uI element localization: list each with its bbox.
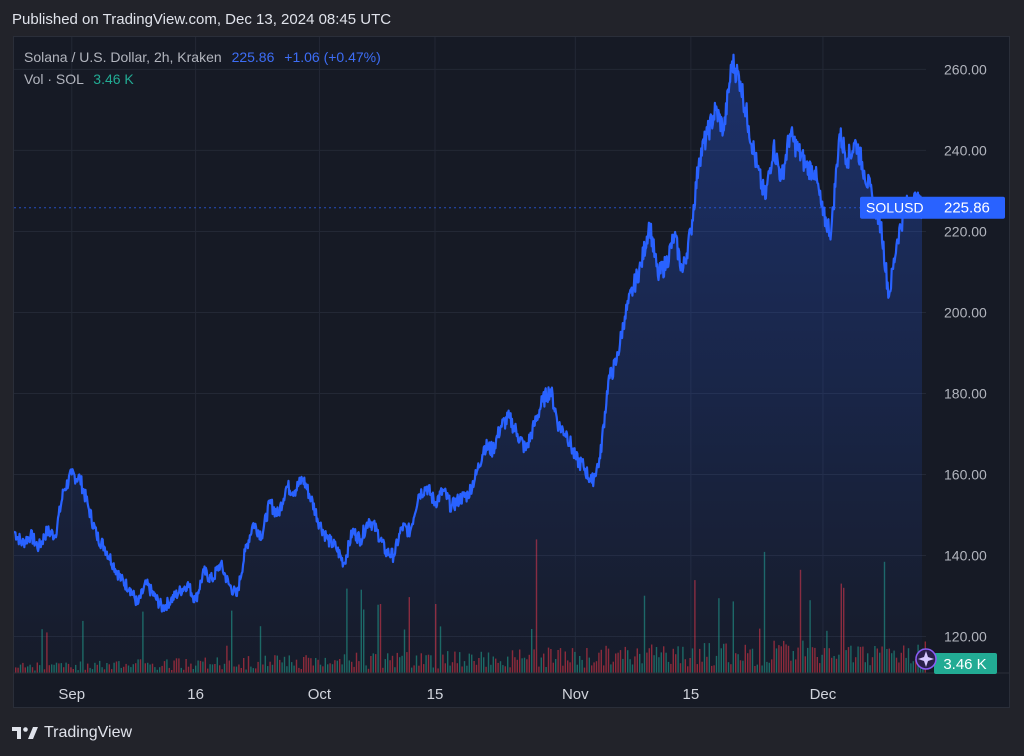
legend-volume-row: Vol · SOL 3.46 K — [24, 71, 134, 87]
legend-symbol: Solana / U.S. Dollar, 2h, Kraken — [24, 49, 222, 65]
x-axis[interactable]: Sep 16 Oct 15 Nov 15 Dec — [14, 672, 1010, 703]
last-price-value: 225.86 — [944, 200, 990, 217]
volume-tag-value: 3.46 K — [943, 656, 986, 673]
legend-volume-value: 3.46 K — [93, 71, 134, 87]
chart-panel[interactable]: 120.00 140.00 160.00 180.00 200.00 220.00 240.… — [13, 36, 1010, 708]
y-tick-label: 240.00 — [944, 142, 987, 158]
volume-tag: 3.46 K — [934, 653, 997, 674]
y-tick-label: 200.00 — [944, 304, 987, 320]
x-tick-label: Oct — [308, 686, 332, 703]
y-tick-label: 140.00 — [944, 548, 987, 564]
y-tick-label: 220.00 — [944, 223, 987, 239]
last-price-symbol: SOLUSD — [866, 200, 924, 216]
last-price-tag: SOLUSD 225.86 — [860, 196, 1005, 219]
legend-change: +1.06 (+0.47%) — [284, 49, 381, 65]
legend-price: 225.86 — [231, 49, 275, 65]
x-tick-label: Dec — [810, 686, 837, 703]
y-tick-label: 180.00 — [944, 385, 987, 401]
legend-volume-label: Vol · SOL — [24, 71, 84, 87]
tradingview-logo-icon — [12, 727, 38, 739]
x-tick-label: 15 — [683, 686, 700, 703]
published-caption: Published on TradingView.com, Dec 13, 20… — [12, 11, 392, 28]
y-axis[interactable]: 120.00 140.00 160.00 180.00 200.00 220.00 240.… — [944, 61, 987, 644]
x-tick-label: 15 — [427, 686, 444, 703]
footer-brand[interactable]: TradingView — [12, 724, 132, 742]
y-tick-label: 160.00 — [944, 467, 987, 483]
price-chart[interactable]: 120.00 140.00 160.00 180.00 200.00 220.00 240.… — [14, 37, 1010, 708]
x-tick-label: Nov — [562, 686, 589, 703]
x-tick-label: Sep — [58, 686, 85, 703]
y-tick-label: 260.00 — [944, 61, 987, 77]
y-tick-label: 120.00 — [944, 629, 987, 645]
footer-brand-text: TradingView — [44, 724, 133, 741]
x-tick-label: 16 — [187, 686, 204, 703]
price-line — [14, 53, 924, 613]
legend-symbol-row: Solana / U.S. Dollar, 2h, Kraken 225.86 … — [24, 49, 381, 65]
magic-wand-icon[interactable] — [915, 648, 937, 670]
price-area-fill — [14, 54, 922, 673]
